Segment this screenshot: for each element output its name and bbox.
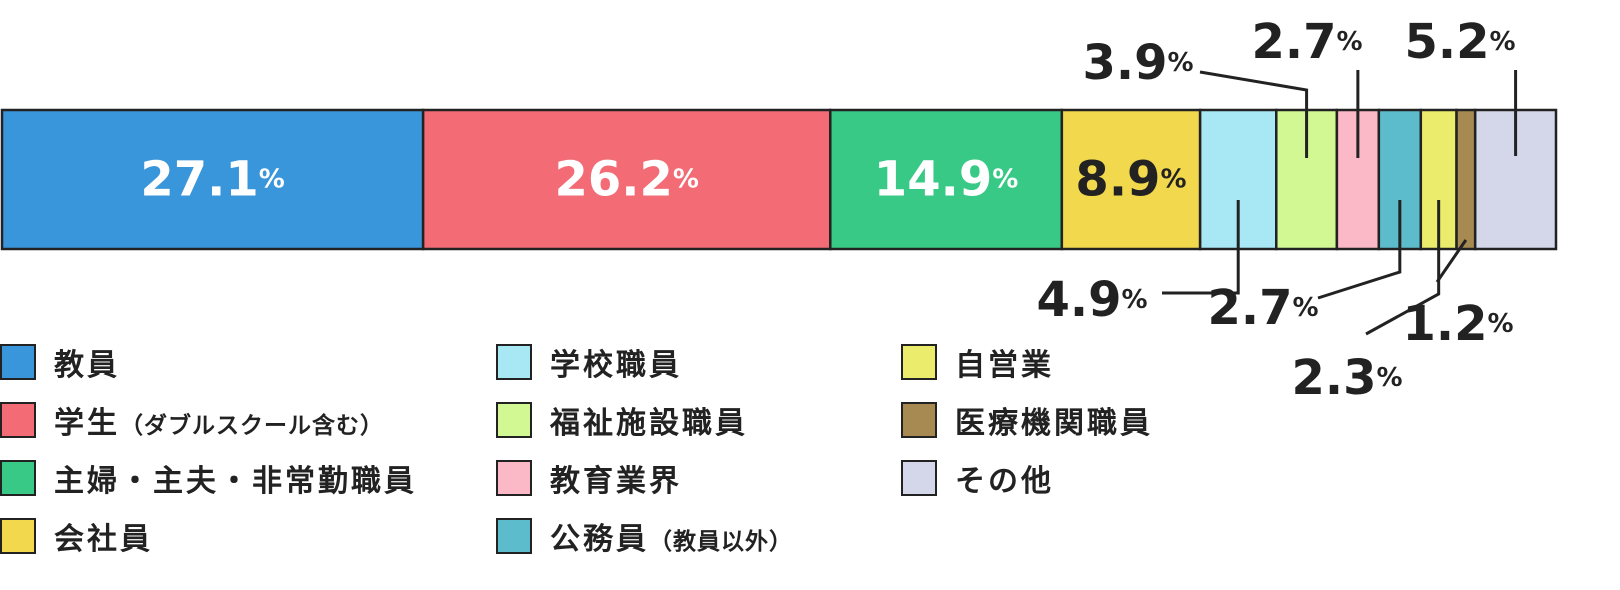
legend-swatch xyxy=(496,402,532,438)
legend-label: 主婦・主夫・非常勤職員 xyxy=(54,464,417,499)
legend-label-note: （教員以外） xyxy=(649,529,793,555)
legend-swatch xyxy=(0,460,36,496)
legend-item-11: その他 xyxy=(901,458,1054,499)
leader-line-10 xyxy=(1435,239,1468,283)
legend-swatch xyxy=(0,518,36,554)
data-label-11: 5.2% xyxy=(1404,14,1515,70)
data-label-2: 26.2% xyxy=(554,152,699,208)
leader-line-5 xyxy=(1162,200,1240,295)
legend-item-8: 公務員（教員以外） xyxy=(496,516,793,557)
legend-label: 教員 xyxy=(54,348,120,383)
leader-line-8 xyxy=(1317,200,1402,300)
legend-label: 会社員 xyxy=(54,522,153,557)
legend-label-note: （ダブルスクール含む） xyxy=(120,413,384,439)
data-label-5: 4.9% xyxy=(1036,272,1147,328)
bar-segment-3 xyxy=(829,108,1064,251)
legend-label: 福祉施設職員 xyxy=(550,406,748,441)
legend-item-4: 会社員 xyxy=(0,516,153,557)
data-label-1: 27.1% xyxy=(140,152,285,208)
data-label-10: 1.2% xyxy=(1402,296,1513,352)
legend-item-9: 自営業 xyxy=(901,342,1054,383)
leader-line-6 xyxy=(1199,70,1309,158)
legend-swatch xyxy=(496,518,532,554)
bar-segment-1 xyxy=(0,108,425,251)
legend-label: 公務員（教員以外） xyxy=(550,522,793,557)
legend-item-5: 学校職員 xyxy=(496,342,682,383)
data-label-9: 2.3% xyxy=(1291,350,1402,406)
legend-label: 自営業 xyxy=(955,348,1054,383)
data-label-3: 14.9% xyxy=(874,152,1018,208)
legend-swatch xyxy=(0,344,36,380)
legend-swatch xyxy=(901,344,937,380)
legend-item-1: 教員 xyxy=(0,342,120,383)
legend-item-6: 福祉施設職員 xyxy=(496,400,748,441)
legend-item-3: 主婦・主夫・非常勤職員 xyxy=(0,458,417,499)
data-label-7: 2.7% xyxy=(1251,14,1362,70)
bar-segment-10 xyxy=(1455,108,1477,251)
legend-label: 医療機関職員 xyxy=(955,406,1153,441)
legend-label: 教育業界 xyxy=(550,464,682,499)
legend-label: その他 xyxy=(955,464,1054,499)
legend-swatch xyxy=(496,344,532,380)
legend-swatch xyxy=(901,460,937,496)
data-label-4: 8.9% xyxy=(1075,152,1186,208)
legend-label: 学校職員 xyxy=(550,348,682,383)
legend-item-2: 学生（ダブルスクール含む） xyxy=(0,400,384,441)
legend-swatch xyxy=(0,402,36,438)
bar-segment-2 xyxy=(421,108,832,251)
leader-line-9 xyxy=(1365,200,1441,336)
data-label-6: 3.9% xyxy=(1082,35,1193,91)
legend-item-10: 医療機関職員 xyxy=(901,400,1153,441)
legend-swatch xyxy=(496,460,532,496)
data-label-8: 2.7% xyxy=(1207,280,1318,336)
legend-item-7: 教育業界 xyxy=(496,458,682,499)
legend-label: 学生（ダブルスクール含む） xyxy=(54,406,384,441)
legend-swatch xyxy=(901,402,937,438)
